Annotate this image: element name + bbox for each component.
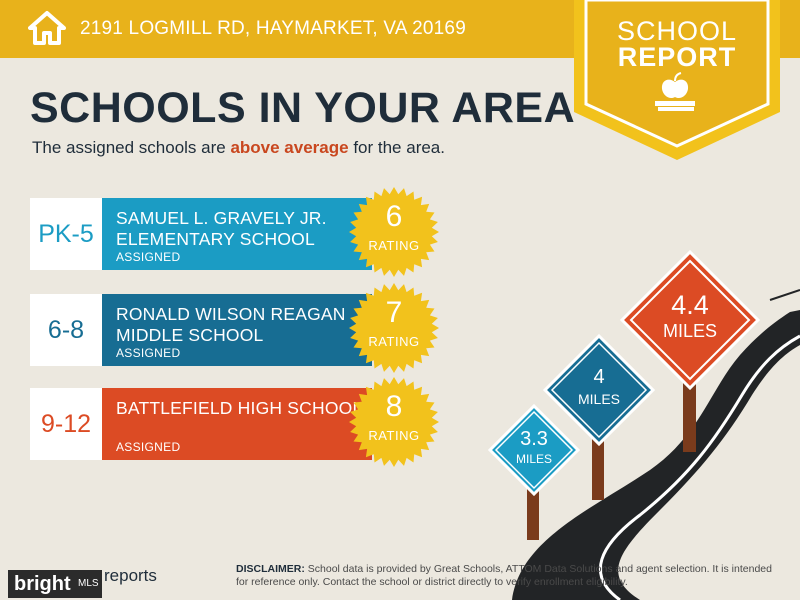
distance-unit: MILES (662, 321, 718, 341)
school-row-elementary: PK-5 SAMUEL L. GRAVELY JR. ELEMENTARY SC… (30, 187, 439, 277)
school-name: RONALD WILSON REAGAN MIDDLE SCHOOL (116, 304, 346, 345)
rating-value: 8 (385, 390, 403, 423)
badge-line-1: SCHOOL (616, 16, 738, 46)
subtitle-highlight: above average (230, 138, 349, 157)
school-bar: RONALD WILSON REAGAN MIDDLE SCHOOL ASSIG… (102, 294, 372, 366)
rating-value: 6 (385, 200, 403, 233)
distance-unit: MILES (577, 391, 620, 407)
rating-label: RATING (368, 334, 420, 349)
logo-text: bright (14, 573, 71, 595)
grade-range: PK-5 (30, 198, 102, 270)
subtitle-suffix: for the area. (348, 138, 445, 157)
rating-seal-shape (349, 283, 439, 373)
rating-seal-shape (349, 187, 439, 277)
grade-range: 6-8 (30, 294, 102, 366)
property-address: 2191 LOGMILL RD, HAYMARKET, VA 20169 (80, 18, 466, 39)
distance-sign-shape (488, 404, 580, 496)
subtitle: The assigned schools are above average f… (32, 138, 445, 158)
school-name: SAMUEL L. GRAVELY JR. ELEMENTARY SCHOOL (116, 208, 327, 249)
distance-value: 4 (593, 366, 605, 388)
rating-seal: 8 RATING (348, 376, 440, 468)
rating-seal: 7 RATING (348, 282, 440, 374)
distance-value: 4.4 (671, 290, 709, 320)
distance-unit: MILES (515, 452, 552, 466)
logo-mls: MLS (78, 578, 99, 589)
rating-label: RATING (368, 238, 420, 253)
grade-range: 9-12 (30, 388, 102, 460)
school-report-badge: SCHOOL REPORT (572, 0, 782, 160)
distance-sign-shape (543, 334, 655, 446)
distance-value: 3.3 (520, 428, 548, 450)
disclaimer: DISCLAIMER: School data is provided by G… (236, 563, 776, 589)
badge-shape (574, 0, 780, 160)
school-bar: BATTLEFIELD HIGH SCHOOL ASSIGNED (102, 388, 372, 460)
brightmls-logo: bright MLS (8, 570, 102, 598)
home-icon (28, 11, 66, 45)
apple-books-icon (655, 72, 695, 111)
rating-seal-shape (349, 377, 439, 467)
rating-seal: 6 RATING (348, 186, 440, 278)
school-row-middle: 6-8 RONALD WILSON REAGAN MIDDLE SCHOOL A… (30, 283, 439, 373)
rating-label: RATING (368, 428, 420, 443)
school-status: ASSIGNED (116, 440, 181, 454)
disclaimer-text: School data is provided by Great Schools… (236, 563, 772, 588)
school-status: ASSIGNED (116, 346, 181, 360)
school-row-high: 9-12 BATTLEFIELD HIGH SCHOOL ASSIGNED 8 … (30, 377, 439, 467)
school-bar: SAMUEL L. GRAVELY JR. ELEMENTARY SCHOOL … (102, 198, 372, 270)
page-title: SCHOOLS IN YOUR AREA (30, 84, 576, 132)
badge-line-2: REPORT (617, 42, 737, 72)
distance-sign-shape (620, 250, 760, 390)
subtitle-prefix: The assigned schools are (32, 138, 231, 157)
school-status: ASSIGNED (116, 250, 181, 264)
disclaimer-label: DISCLAIMER: (236, 563, 305, 575)
school-name: BATTLEFIELD HIGH SCHOOL (116, 398, 363, 418)
reports-brand: reports (104, 566, 157, 585)
rating-value: 7 (385, 296, 403, 329)
